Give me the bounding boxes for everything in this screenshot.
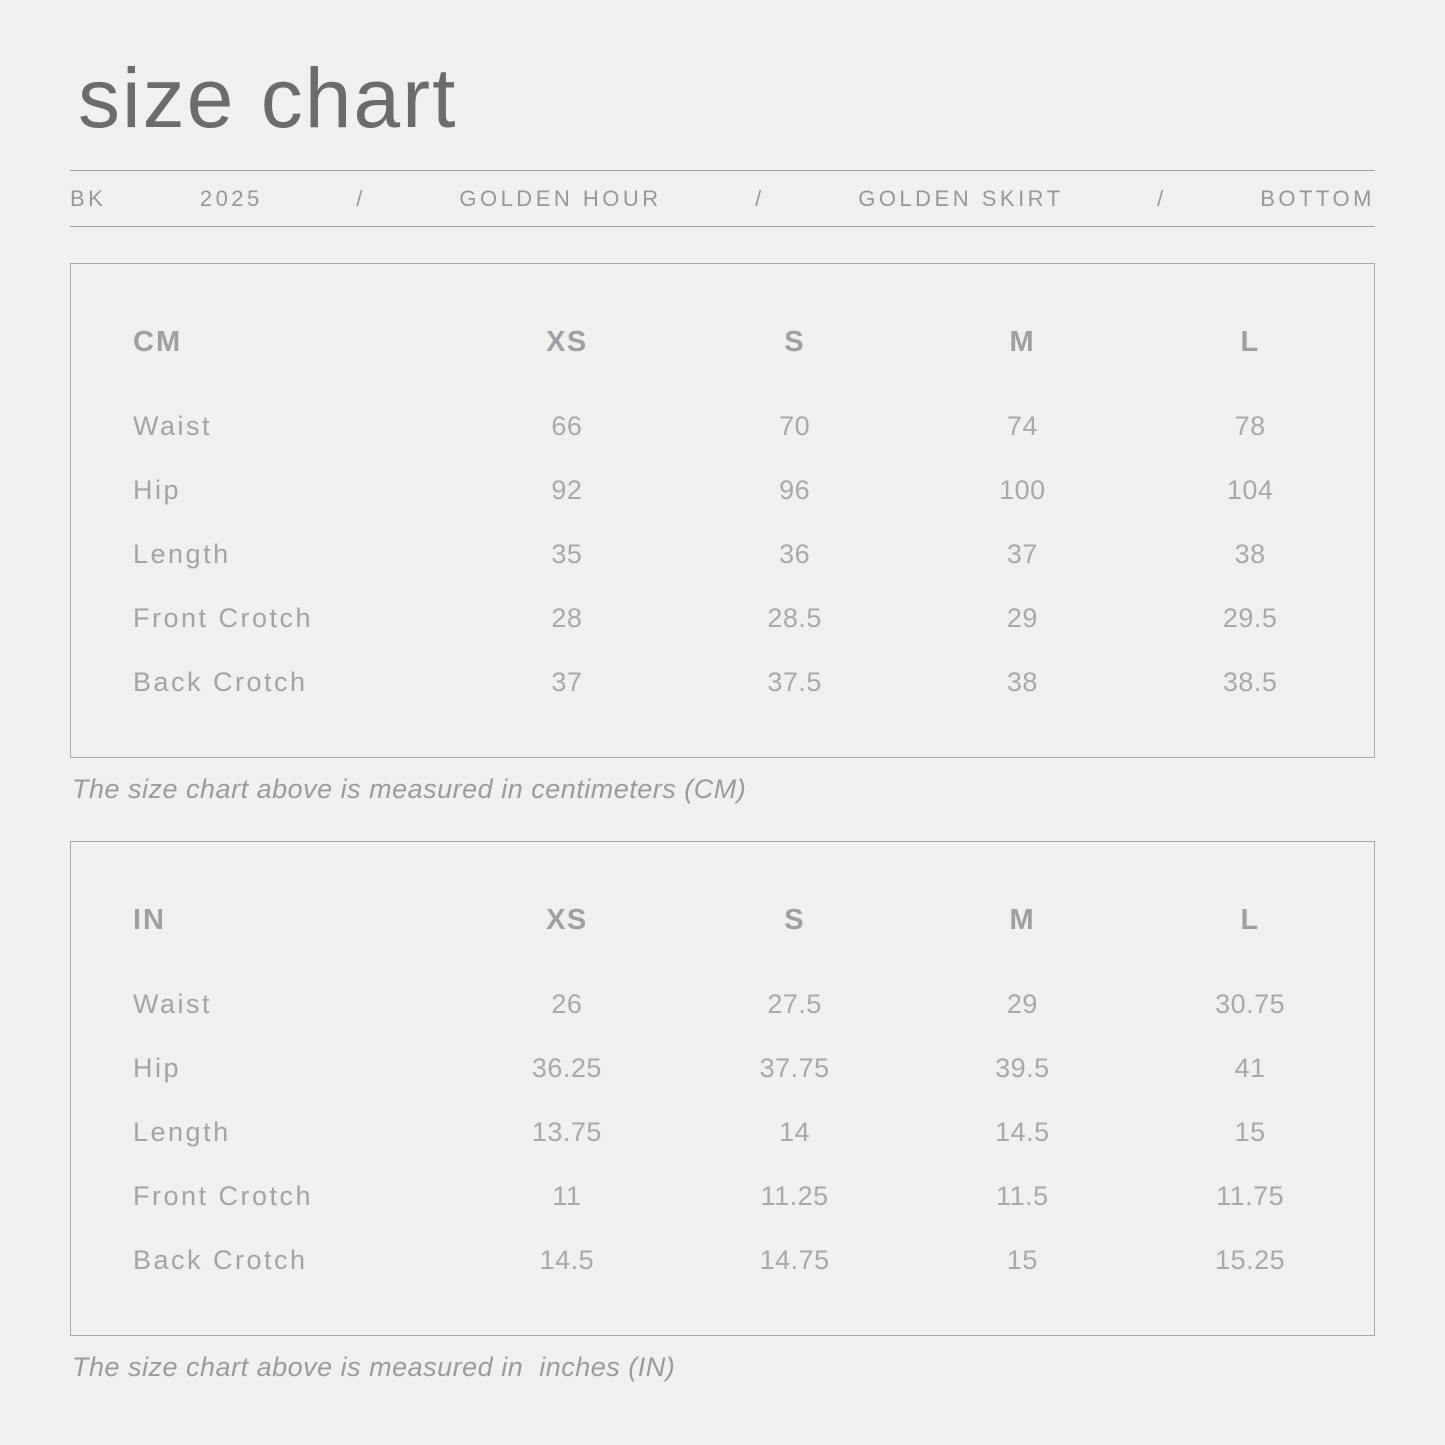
in-caption: The size chart above is measured in inch… [72, 1352, 676, 1383]
unit-label-in: IN [133, 903, 166, 936]
column-header-s: S [784, 903, 806, 936]
table-row: Front Crotch 11 11.25 11.5 11.75 [133, 1164, 1364, 1228]
row-label: Back Crotch [133, 1244, 308, 1275]
cell-value: 15.25 [1215, 1244, 1286, 1275]
cell-value: 78 [1234, 410, 1266, 441]
breadcrumb-item-collection: GOLDEN HOUR [459, 185, 662, 211]
breadcrumb-item-brand: BK [70, 185, 107, 211]
column-header-s: S [784, 325, 806, 358]
column-header-l: L [1240, 903, 1260, 936]
cell-value: 100 [999, 474, 1046, 505]
cell-value: 38 [1234, 538, 1266, 569]
table-row: Hip 36.25 37.75 39.5 41 [133, 1036, 1364, 1100]
cell-value: 30.75 [1215, 988, 1286, 1019]
cell-value: 29.5 [1222, 602, 1278, 633]
cell-value: 14.75 [759, 1244, 830, 1275]
cell-value: 37 [551, 666, 583, 697]
cell-value: 41 [1234, 1052, 1266, 1083]
cell-value: 15 [1234, 1116, 1266, 1147]
row-label: Back Crotch [133, 666, 308, 697]
page-title: size chart [78, 51, 458, 145]
breadcrumb-item-category: BOTTOM [1260, 185, 1375, 211]
row-label: Waist [133, 988, 212, 1019]
cell-value: 11.5 [996, 1180, 1049, 1211]
cell-value: 29 [1006, 988, 1038, 1019]
cell-value: 14 [779, 1116, 811, 1147]
breadcrumb-separator: / [356, 185, 366, 211]
cell-value: 39.5 [995, 1052, 1050, 1083]
unit-label-cm: CM [133, 325, 183, 358]
cell-value: 96 [779, 474, 811, 505]
cell-value: 38.5 [1222, 666, 1278, 697]
cell-value: 11 [552, 1180, 582, 1211]
size-table-cm: CM XS S M L Waist 66 70 74 78 Hip 92 96 … [70, 263, 1375, 759]
cell-value: 11.25 [760, 1180, 829, 1211]
cell-value: 92 [551, 474, 583, 505]
breadcrumb-item-product: GOLDEN SKIRT [858, 185, 1064, 211]
cell-value: 74 [1006, 410, 1038, 441]
cell-value: 15 [1006, 1244, 1038, 1275]
size-chart-page: size chart BK 2025 / GOLDEN HOUR / GOLDE… [0, 52, 1445, 1383]
cell-value: 66 [551, 410, 583, 441]
breadcrumb-separator: / [755, 185, 765, 211]
cm-caption: The size chart above is measured in cent… [72, 774, 747, 805]
table-row: Length 13.75 14 14.5 15 [133, 1100, 1364, 1164]
row-label: Front Crotch [133, 602, 314, 633]
column-header-xs: XS [546, 325, 588, 358]
breadcrumb-separator: / [1157, 185, 1167, 211]
cell-value: 13.75 [531, 1116, 602, 1147]
table-row: Hip 92 96 100 104 [133, 458, 1364, 522]
table-header-row: IN XS S M L [133, 890, 1364, 950]
breadcrumb: BK 2025 / GOLDEN HOUR / GOLDEN SKIRT / B… [70, 170, 1375, 228]
cell-value: 28 [551, 602, 583, 633]
cell-value: 29 [1006, 602, 1038, 633]
table-row: Back Crotch 14.5 14.75 15 15.25 [133, 1228, 1364, 1292]
row-label: Hip [133, 474, 182, 505]
column-header-l: L [1240, 325, 1260, 358]
cell-value: 104 [1226, 474, 1274, 505]
table-row: Waist 66 70 74 78 [133, 394, 1364, 458]
table-row: Length 35 36 37 38 [133, 522, 1364, 586]
cell-value: 37.5 [767, 666, 822, 697]
cell-value: 26 [551, 988, 583, 1019]
cell-value: 28.5 [767, 602, 822, 633]
row-label: Front Crotch [133, 1180, 314, 1211]
cell-value: 70 [779, 410, 811, 441]
table-row: Waist 26 27.5 29 30.75 [133, 972, 1364, 1036]
cell-value: 36.25 [531, 1052, 602, 1083]
row-label: Length [133, 538, 231, 569]
cell-value: 37 [1006, 538, 1038, 569]
cell-value: 37.75 [759, 1052, 830, 1083]
size-table-in: IN XS S M L Waist 26 27.5 29 30.75 Hip 3… [70, 841, 1375, 1337]
table-row: Back Crotch 37 37.5 38 38.5 [133, 650, 1364, 714]
column-header-m: M [1009, 903, 1036, 936]
row-label: Waist [133, 410, 212, 441]
row-label: Hip [133, 1052, 182, 1083]
cell-value: 14.5 [995, 1116, 1050, 1147]
row-label: Length [133, 1116, 231, 1147]
table-row: Front Crotch 28 28.5 29 29.5 [133, 586, 1364, 650]
table-header-row: CM XS S M L [133, 312, 1364, 372]
cell-value: 27.5 [767, 988, 822, 1019]
cell-value: 35 [551, 538, 583, 569]
breadcrumb-item-year: 2025 [199, 185, 263, 211]
cell-value: 14.5 [539, 1244, 595, 1275]
cell-value: 38 [1006, 666, 1038, 697]
column-header-xs: XS [546, 903, 588, 936]
cell-value: 36 [779, 538, 811, 569]
column-header-m: M [1009, 325, 1036, 358]
cell-value: 11.75 [1216, 1180, 1285, 1211]
